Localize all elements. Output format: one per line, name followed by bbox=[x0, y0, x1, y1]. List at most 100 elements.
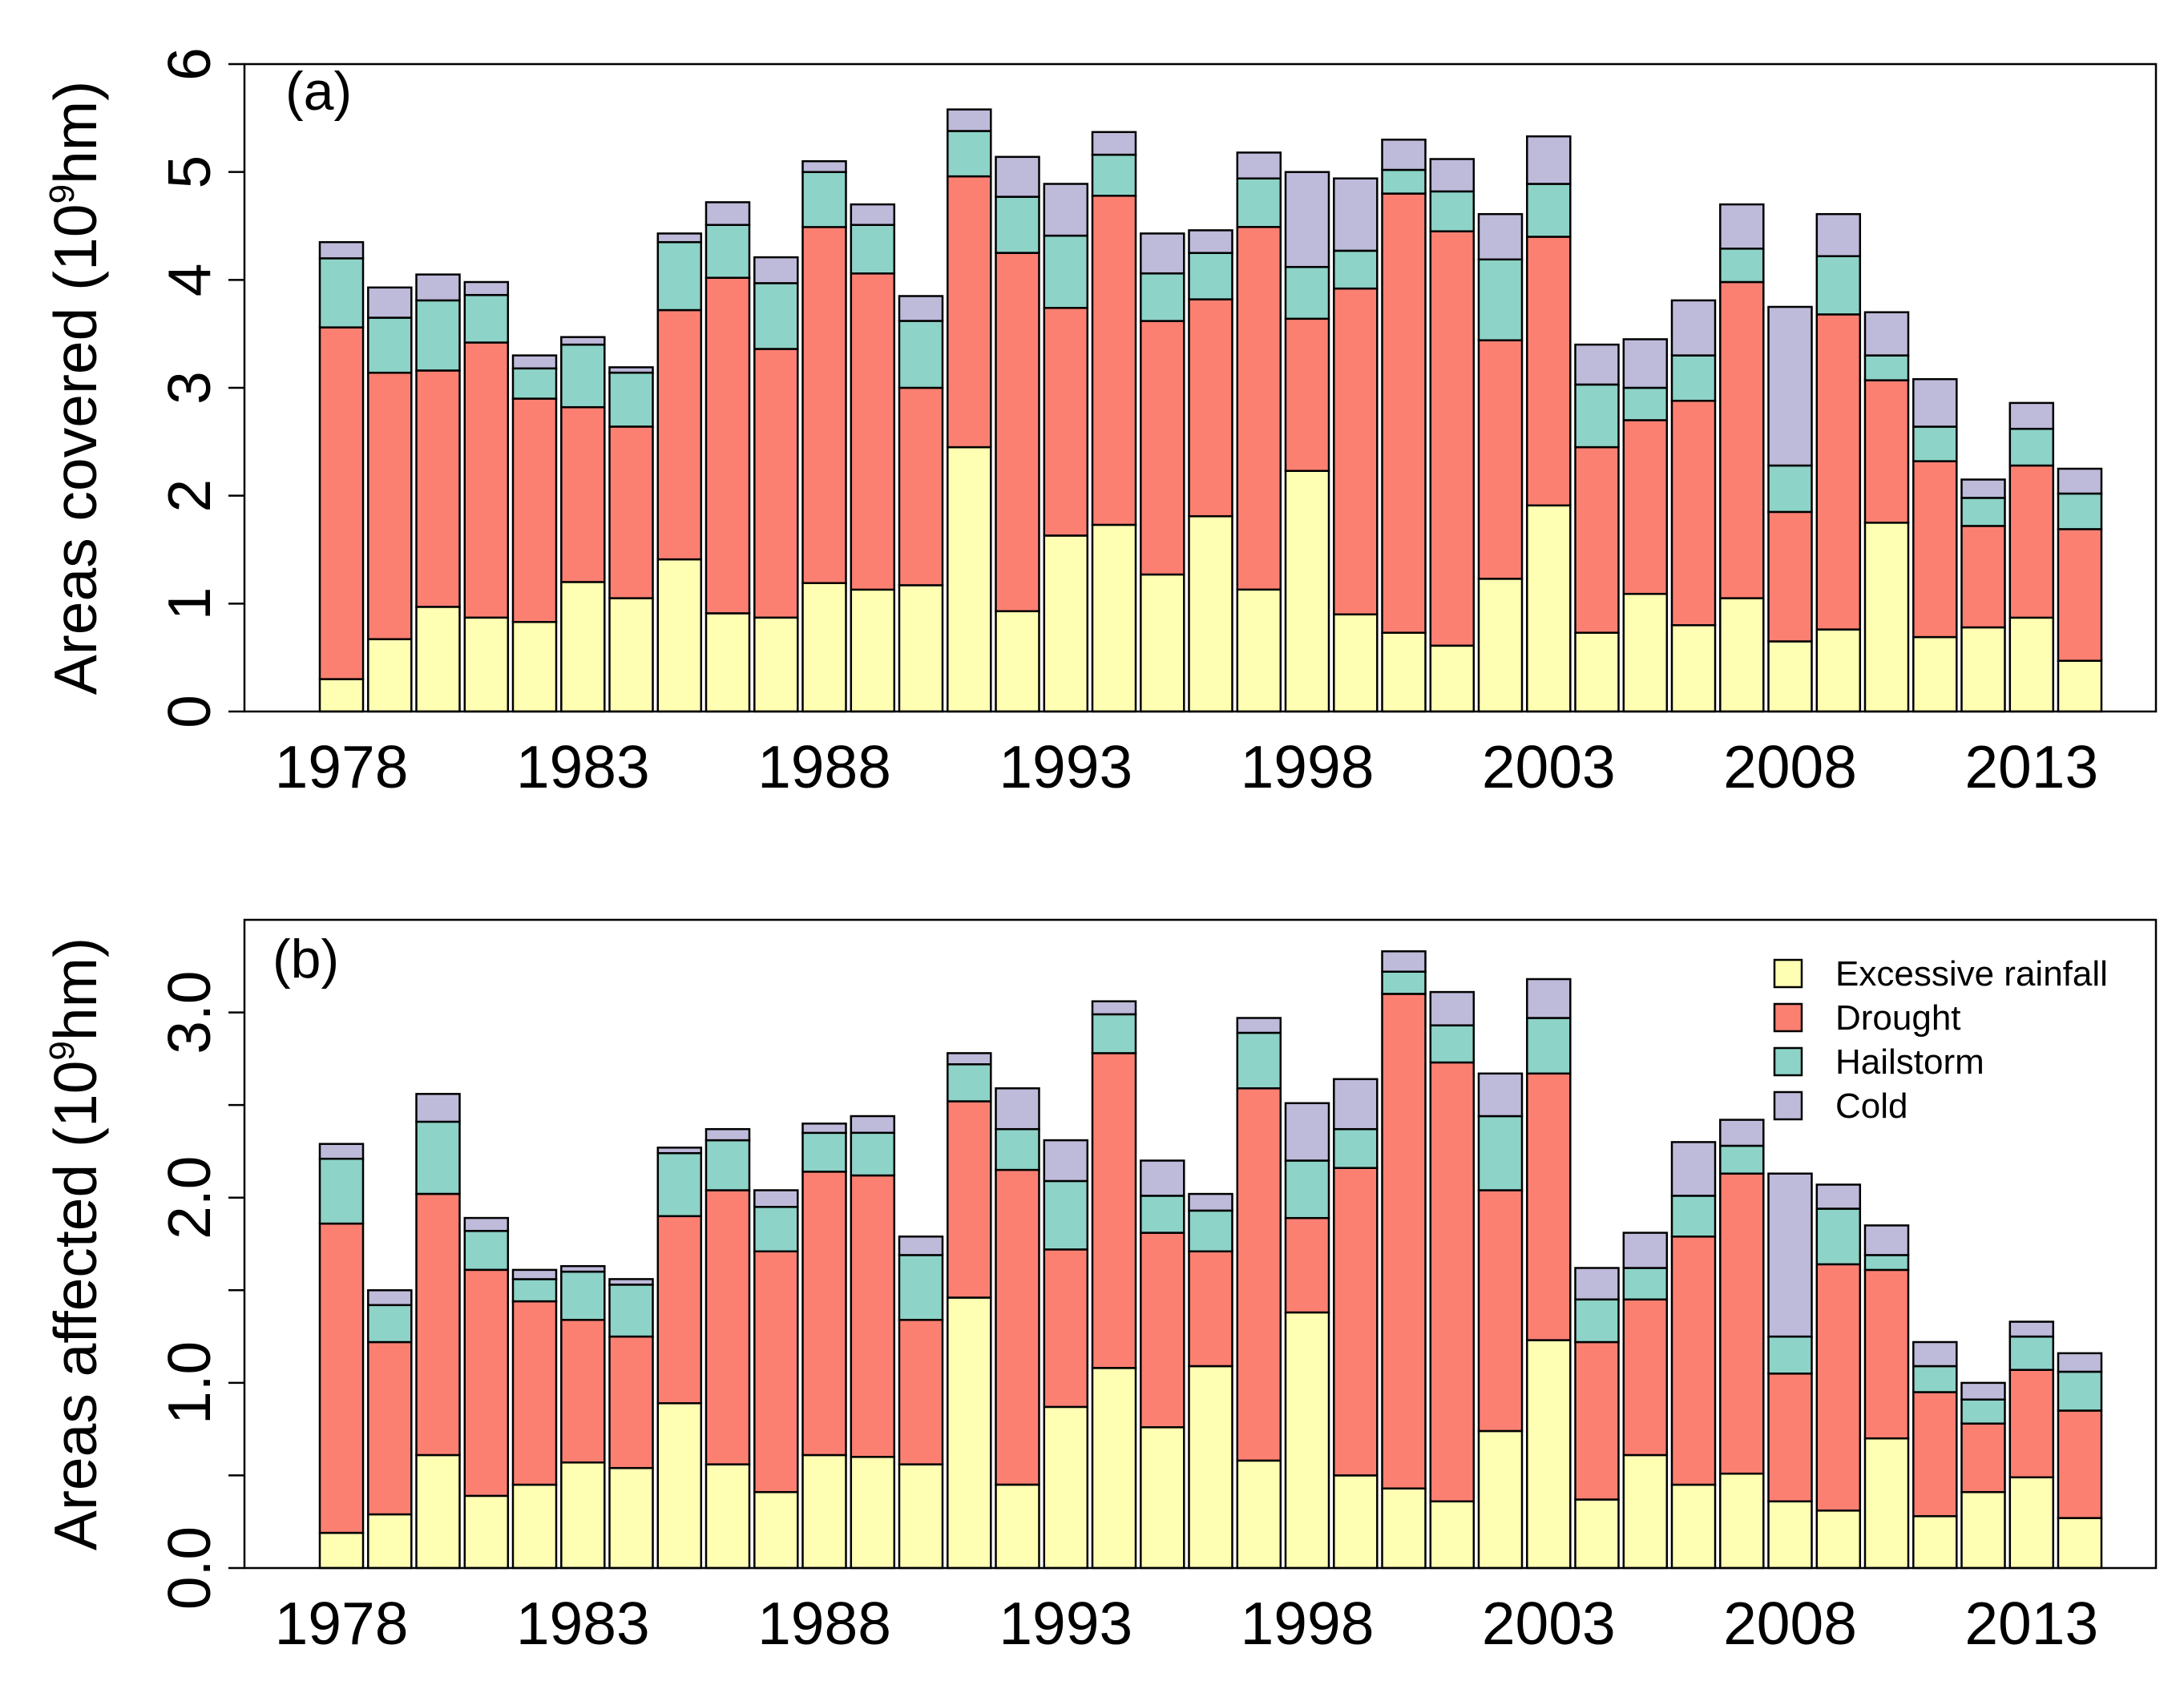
bar-a-1981-excessive-rainfall bbox=[463, 616, 510, 713]
bar-b-2004-hailstorm bbox=[1574, 1298, 1620, 1344]
bar-a-1987-hailstorm bbox=[753, 282, 799, 350]
bar-a-1999-excessive-rainfall bbox=[1333, 613, 1379, 713]
bar-b-1978-hailstorm bbox=[318, 1157, 365, 1225]
bar-a-2013-drought bbox=[2008, 464, 2055, 619]
bar-b-1992-drought bbox=[995, 1168, 1040, 1486]
bar-a-2001-drought bbox=[1429, 230, 1476, 647]
x-tick-label-a-1998: 1998 bbox=[1241, 733, 1375, 800]
bar-a-1983-excessive-rainfall bbox=[560, 581, 606, 713]
bar-a-1999-drought bbox=[1333, 287, 1379, 616]
bar-b-1997-drought bbox=[1236, 1087, 1282, 1462]
bar-b-1983-excessive-rainfall bbox=[560, 1461, 606, 1570]
bar-a-1982-drought bbox=[511, 397, 558, 623]
bar-a-2000-drought bbox=[1381, 192, 1427, 634]
bar-b-1982-hailstorm bbox=[511, 1278, 558, 1303]
bar-b-2007-cold bbox=[1719, 1119, 1765, 1147]
bar-b-1993-excessive-rainfall bbox=[1043, 1405, 1089, 1570]
bar-a-1985-excessive-rainfall bbox=[656, 558, 703, 713]
bar-a-1980-drought bbox=[415, 369, 461, 608]
bar-b-1978-excessive-rainfall bbox=[318, 1531, 365, 1570]
bar-b-2008-excessive-rainfall bbox=[1767, 1500, 1813, 1570]
x-tick-label-b-1993: 1993 bbox=[999, 1590, 1132, 1657]
bar-a-2003-drought bbox=[1526, 236, 1572, 507]
bar-a-2002-excessive-rainfall bbox=[1477, 578, 1524, 713]
bar-a-1986-hailstorm bbox=[704, 224, 751, 279]
bars-a bbox=[318, 108, 2103, 713]
plot-frame-b bbox=[243, 918, 2158, 1570]
bar-b-2005-excessive-rainfall bbox=[1622, 1453, 1669, 1570]
bar-a-1986-excessive-rainfall bbox=[704, 612, 751, 713]
bar-a-2014-drought bbox=[2057, 528, 2103, 662]
bar-a-1978-cold bbox=[318, 240, 365, 260]
bar-b-2002-cold bbox=[1477, 1072, 1524, 1118]
bar-b-1985-cold bbox=[656, 1147, 703, 1155]
bar-a-1991-cold bbox=[947, 108, 992, 132]
bar-b-1980-cold bbox=[415, 1093, 461, 1123]
x-tick-label-b-1983: 1983 bbox=[516, 1590, 650, 1657]
panel-label-b: (b) bbox=[272, 929, 339, 990]
bar-b-2007-drought bbox=[1719, 1172, 1765, 1475]
legend-swatch-hailstorm bbox=[1773, 1046, 1803, 1077]
x-tick-label-a-2008: 2008 bbox=[1723, 733, 1857, 800]
bar-b-2013-cold bbox=[2008, 1320, 2055, 1338]
bar-a-2011-excessive-rainfall bbox=[1912, 635, 1958, 713]
bar-b-1995-drought bbox=[1140, 1232, 1185, 1429]
bar-a-1989-drought bbox=[850, 272, 896, 591]
bar-b-2011-excessive-rainfall bbox=[1912, 1515, 1958, 1570]
bar-b-2007-hailstorm bbox=[1719, 1144, 1765, 1175]
bar-b-1998-excessive-rainfall bbox=[1284, 1311, 1330, 1570]
bar-b-2002-excessive-rainfall bbox=[1477, 1429, 1524, 1570]
bar-b-1996-hailstorm bbox=[1188, 1209, 1233, 1253]
bar-a-1981-drought bbox=[463, 341, 510, 619]
bar-b-1997-hailstorm bbox=[1236, 1031, 1282, 1090]
bar-a-1979-excessive-rainfall bbox=[367, 638, 413, 713]
bar-a-1983-drought bbox=[560, 405, 606, 583]
bar-a-2005-excessive-rainfall bbox=[1622, 592, 1669, 713]
bar-b-2012-drought bbox=[1960, 1422, 2006, 1494]
bar-a-1993-excessive-rainfall bbox=[1043, 534, 1089, 713]
bar-a-2007-excessive-rainfall bbox=[1719, 597, 1765, 713]
bar-a-1991-hailstorm bbox=[947, 130, 992, 178]
x-tick-label-b-1998: 1998 bbox=[1241, 1590, 1375, 1657]
bar-a-1994-excessive-rainfall bbox=[1091, 523, 1137, 713]
bar-b-1999-hailstorm bbox=[1333, 1127, 1379, 1169]
bar-b-2010-cold bbox=[1863, 1224, 1910, 1256]
bar-b-2001-hailstorm bbox=[1429, 1024, 1476, 1064]
bar-b-2005-drought bbox=[1622, 1298, 1669, 1457]
bar-b-2014-cold bbox=[2057, 1352, 2103, 1373]
bar-a-2007-drought bbox=[1719, 280, 1765, 599]
bar-b-2000-hailstorm bbox=[1381, 970, 1427, 995]
bar-a-2008-excessive-rainfall bbox=[1767, 640, 1813, 713]
bar-b-2000-excessive-rainfall bbox=[1381, 1487, 1427, 1570]
bar-b-1997-cold bbox=[1236, 1017, 1282, 1034]
bar-a-1982-hailstorm bbox=[511, 367, 558, 400]
bar-a-2002-hailstorm bbox=[1477, 258, 1524, 341]
bar-b-2006-excessive-rainfall bbox=[1670, 1483, 1717, 1570]
legend-label-excessive-rainfall: Excessive rainfall bbox=[1835, 954, 2108, 994]
bar-a-2009-excessive-rainfall bbox=[1815, 628, 1862, 713]
bar-a-2008-drought bbox=[1767, 510, 1813, 643]
x-tick-label-b-2008: 2008 bbox=[1723, 1590, 1857, 1657]
bar-a-1989-excessive-rainfall bbox=[850, 588, 896, 713]
bar-b-2004-cold bbox=[1574, 1267, 1620, 1301]
bar-b-1985-hailstorm bbox=[656, 1151, 703, 1218]
bar-b-2011-hailstorm bbox=[1912, 1365, 1958, 1393]
bar-b-1979-hailstorm bbox=[367, 1304, 413, 1344]
bar-b-2014-excessive-rainfall bbox=[2057, 1517, 2103, 1570]
panel-b-areas-affected: 0.0 1.0 2.0 3.0 1978 1983 1988 1993 1998 2003 2008… bbox=[42, 918, 2158, 1657]
bar-b-1992-excessive-rainfall bbox=[995, 1483, 1040, 1570]
bar-b-1993-cold bbox=[1043, 1139, 1089, 1183]
y-axis-unit-open-b: (10 bbox=[42, 1061, 109, 1147]
y-axis-title-main-b: Areas affected bbox=[42, 1147, 109, 1550]
bar-b-2000-cold bbox=[1381, 950, 1427, 973]
bar-a-1994-hailstorm bbox=[1091, 153, 1137, 197]
bar-a-2011-drought bbox=[1912, 460, 1958, 639]
bar-b-1987-hailstorm bbox=[753, 1206, 799, 1253]
bar-b-1986-cold bbox=[704, 1127, 751, 1142]
bar-a-1988-cold bbox=[801, 159, 847, 173]
bar-a-1979-hailstorm bbox=[367, 316, 413, 374]
legend-swatch-excessive-rainfall bbox=[1773, 958, 1803, 989]
bar-b-1994-drought bbox=[1091, 1052, 1137, 1369]
bar-b-1981-cold bbox=[463, 1216, 510, 1232]
